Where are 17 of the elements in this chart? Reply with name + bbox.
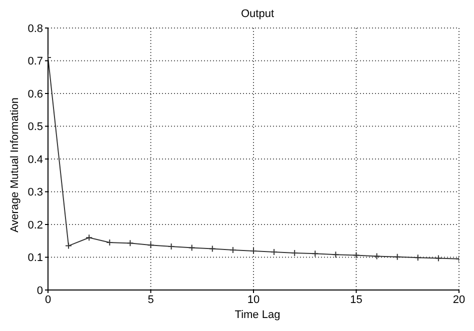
x-tick-label: 20 xyxy=(452,294,466,306)
y-tick-label: 0.1 xyxy=(28,252,43,264)
y-tick-label: 0.8 xyxy=(28,22,43,35)
x-tick-label: 0 xyxy=(44,294,52,306)
y-tick-label: 0.6 xyxy=(28,88,43,100)
y-tick-label: 0.5 xyxy=(28,121,43,134)
y-tick-label: 0.2 xyxy=(28,219,43,232)
y-tick-label: 0.7 xyxy=(28,56,43,68)
y-tick-label: 0.4 xyxy=(28,154,43,166)
x-axis-title: Time Lag xyxy=(234,308,282,322)
x-tick-label: 10 xyxy=(247,294,260,306)
chart-title: Output xyxy=(240,8,276,20)
y-tick-label: 0 xyxy=(36,284,43,297)
x-tick-label: 15 xyxy=(350,294,362,306)
y-tick-label: 0.3 xyxy=(28,186,43,199)
x-tick-label: 5 xyxy=(148,294,154,306)
y-axis-title: Average Mutual Information xyxy=(8,96,22,234)
